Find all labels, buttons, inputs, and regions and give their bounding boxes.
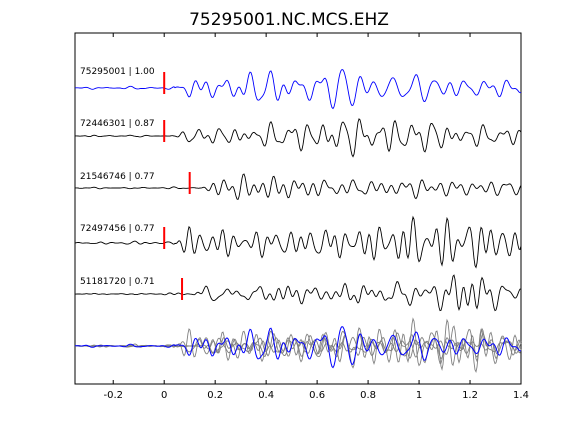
overlay-stack — [74, 317, 522, 374]
pick-markers — [163, 72, 191, 300]
trace-label-4: 72497456 | 0.77 — [80, 224, 155, 234]
x-tick-label-8: 1.4 — [513, 390, 529, 401]
trace-line-5 — [75, 274, 522, 312]
chart-title: 75295001.NC.MCS.EHZ — [189, 10, 389, 30]
trace-line-3 — [75, 173, 522, 200]
trace-line-4 — [74, 215, 522, 269]
trace-label-3: 21546746 | 0.77 — [80, 172, 155, 182]
x-axis: -0.2 0 0.2 0.4 0.6 0.8 1 1.2 1.4 — [103, 33, 529, 401]
trace-label-1: 75295001 | 1.00 — [80, 67, 155, 77]
x-tick-label-4: 0.6 — [309, 390, 325, 401]
x-tick-label-0: -0.2 — [103, 390, 123, 401]
trace-labels: 75295001 | 1.00 72446301 | 0.87 21546746 |… — [80, 67, 155, 287]
x-tick-label-3: 0.4 — [258, 390, 274, 401]
x-tick-label-6: 1 — [416, 390, 422, 401]
x-tick-label-2: 0.2 — [207, 390, 223, 401]
trace-line-2 — [75, 118, 522, 158]
overlay-line-4 — [74, 317, 522, 374]
traces — [74, 68, 522, 312]
x-tick-label-5: 0.8 — [360, 390, 376, 401]
x-tick-label-1: 0 — [161, 390, 167, 401]
trace-label-5: 51181720 | 0.71 — [80, 277, 155, 287]
trace-line-1 — [75, 68, 522, 110]
trace-label-2: 72446301 | 0.87 — [80, 119, 155, 129]
overlay-line-reference — [74, 326, 522, 369]
plot-area — [74, 32, 522, 385]
x-tick-label-7: 1.2 — [462, 390, 478, 401]
